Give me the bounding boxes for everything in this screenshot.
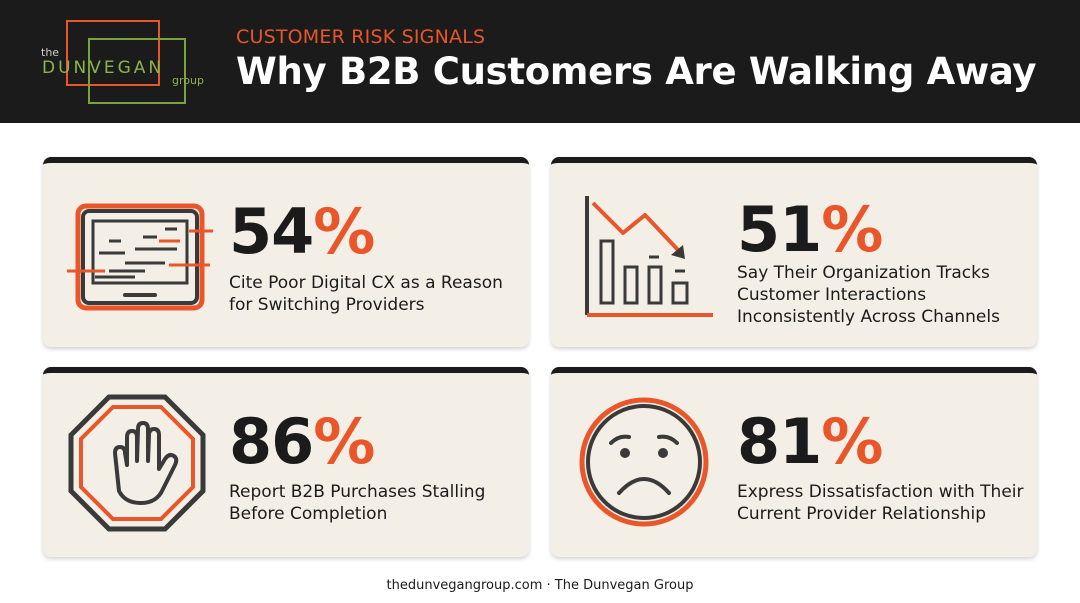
stat-description: Say Their Organization Tracks Customer I… — [737, 263, 1000, 327]
stat-value: 86% — [229, 405, 375, 478]
stat-value: 54% — [229, 195, 375, 268]
stop-hand-icon — [68, 394, 206, 532]
stat-value: 81% — [737, 405, 883, 478]
sad-face-icon — [579, 397, 709, 527]
stat-value: 51% — [737, 193, 883, 266]
kicker-text: CUSTOMER RISK SIGNALS — [236, 26, 486, 48]
dunvegan-logo: the DUNVEGAN group — [38, 18, 213, 104]
footer-attribution: thedunvegangroup.com · The Dunvegan Grou… — [386, 578, 694, 593]
stat-description: Cite Poor Digital CX as a Reason for Swi… — [229, 273, 503, 315]
glitched-monitor-icon — [67, 203, 213, 311]
logo-group-text: group — [172, 74, 204, 87]
header-bar: the DUNVEGAN group CUSTOMER RISK SIGNALS… — [0, 0, 1080, 123]
stat-card-digital-cx: 54% Cite Poor Digital CX as a Reason for… — [43, 157, 529, 347]
logo-the-text: the — [41, 46, 60, 59]
stat-description: Express Dissatisfaction with Their Curre… — [737, 482, 1024, 524]
stat-card-tracking: 51% Say Their Organization Tracks Custom… — [551, 157, 1037, 347]
declining-bar-chart-icon — [585, 196, 713, 317]
stat-card-stalling: 86% Report B2B Purchases Stalling Before… — [43, 367, 529, 557]
logo-orange-square — [66, 20, 160, 86]
logo-name-text: DUNVEGAN — [42, 58, 165, 78]
stat-card-dissatisfaction: 81% Express Dissatisfaction with Their C… — [551, 367, 1037, 557]
logo-green-square — [88, 38, 186, 104]
page-title: Why B2B Customers Are Walking Away — [236, 50, 1037, 93]
stat-description: Report B2B Purchases Stalling Before Com… — [229, 482, 486, 524]
